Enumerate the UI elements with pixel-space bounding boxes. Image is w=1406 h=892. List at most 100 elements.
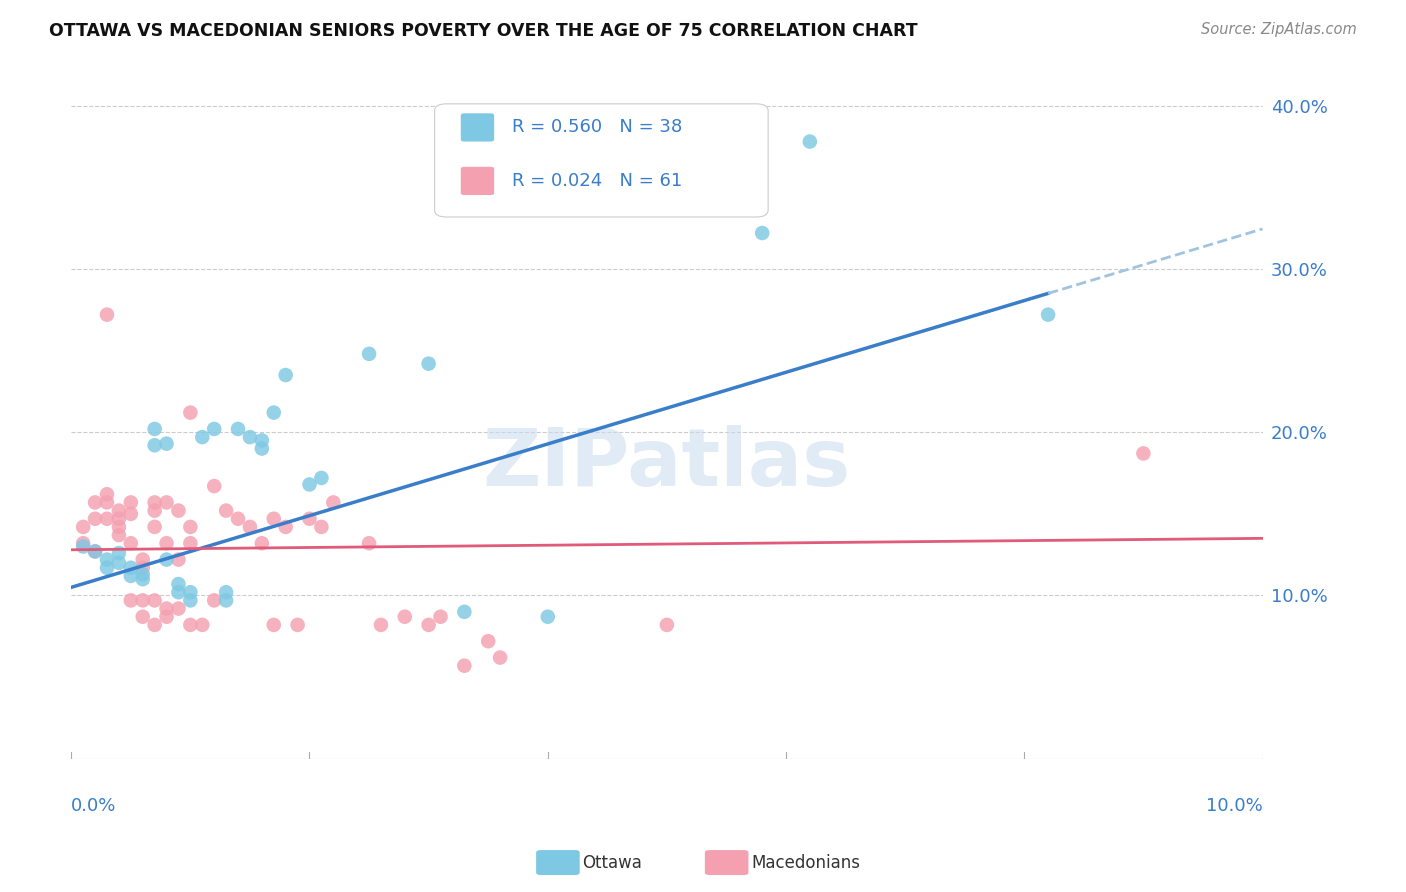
Text: R = 0.560   N = 38: R = 0.560 N = 38 xyxy=(512,118,682,136)
Point xyxy=(96,512,118,526)
Point xyxy=(263,618,285,632)
Point xyxy=(96,495,118,509)
Point xyxy=(179,593,201,607)
Point xyxy=(239,430,262,444)
Point xyxy=(120,593,142,607)
Text: 0.0%: 0.0% xyxy=(72,797,117,814)
Point xyxy=(143,438,166,452)
Point xyxy=(202,593,225,607)
Point xyxy=(167,577,190,591)
Point xyxy=(143,422,166,436)
Point xyxy=(191,430,214,444)
Point xyxy=(108,556,131,570)
FancyBboxPatch shape xyxy=(461,167,494,195)
Point xyxy=(1132,446,1154,460)
Point xyxy=(96,560,118,574)
Point xyxy=(155,552,177,566)
Point xyxy=(84,495,107,509)
Point xyxy=(108,528,131,542)
Point xyxy=(155,436,177,450)
Point xyxy=(132,567,155,582)
Point xyxy=(72,520,94,534)
Point xyxy=(1036,308,1059,322)
Point xyxy=(202,479,225,493)
Point xyxy=(418,618,440,632)
Point xyxy=(167,585,190,599)
Point xyxy=(453,605,475,619)
Text: OTTAWA VS MACEDONIAN SENIORS POVERTY OVER THE AGE OF 75 CORRELATION CHART: OTTAWA VS MACEDONIAN SENIORS POVERTY OVE… xyxy=(49,22,918,40)
Text: Ottawa: Ottawa xyxy=(582,854,643,871)
Point xyxy=(179,536,201,550)
Point xyxy=(298,477,321,491)
Point xyxy=(215,585,238,599)
Point xyxy=(239,520,262,534)
Point xyxy=(202,422,225,436)
Text: Macedonians: Macedonians xyxy=(751,854,860,871)
Point xyxy=(215,503,238,517)
Point xyxy=(179,618,201,632)
Point xyxy=(155,536,177,550)
Point xyxy=(263,406,285,420)
Point xyxy=(274,520,297,534)
Point xyxy=(394,609,416,624)
Point xyxy=(311,520,333,534)
Text: R = 0.024   N = 61: R = 0.024 N = 61 xyxy=(512,171,682,190)
Point xyxy=(655,618,678,632)
Point xyxy=(120,560,142,574)
Point xyxy=(179,585,201,599)
Point xyxy=(143,593,166,607)
Point xyxy=(84,544,107,558)
Point xyxy=(311,471,333,485)
Point xyxy=(108,503,131,517)
Point xyxy=(191,618,214,632)
Point xyxy=(96,487,118,501)
FancyBboxPatch shape xyxy=(434,103,768,217)
Point xyxy=(167,552,190,566)
Point xyxy=(489,650,512,665)
Point xyxy=(108,520,131,534)
Point xyxy=(357,347,380,361)
Point xyxy=(108,546,131,560)
Point xyxy=(167,503,190,517)
Point xyxy=(84,544,107,558)
Point xyxy=(72,536,94,550)
Point xyxy=(120,569,142,583)
Point xyxy=(250,536,273,550)
Point xyxy=(96,308,118,322)
Point xyxy=(357,536,380,550)
Text: 10.0%: 10.0% xyxy=(1206,797,1263,814)
Point xyxy=(132,609,155,624)
Point xyxy=(155,495,177,509)
Point xyxy=(120,536,142,550)
Point xyxy=(179,520,201,534)
FancyBboxPatch shape xyxy=(461,113,494,142)
Point xyxy=(84,512,107,526)
Point xyxy=(155,601,177,615)
Point xyxy=(429,609,451,624)
Point xyxy=(453,658,475,673)
Point xyxy=(477,634,499,648)
Point xyxy=(155,609,177,624)
Point xyxy=(167,601,190,615)
Point xyxy=(716,145,738,159)
Point xyxy=(215,593,238,607)
Point xyxy=(120,507,142,521)
Point xyxy=(751,226,773,240)
Point xyxy=(96,552,118,566)
Point xyxy=(287,618,309,632)
Point xyxy=(274,368,297,382)
Point xyxy=(418,357,440,371)
Point xyxy=(179,406,201,420)
Point xyxy=(120,495,142,509)
Point xyxy=(132,560,155,574)
Point xyxy=(226,422,249,436)
Point xyxy=(370,618,392,632)
Text: Source: ZipAtlas.com: Source: ZipAtlas.com xyxy=(1201,22,1357,37)
Point xyxy=(132,593,155,607)
Point xyxy=(226,512,249,526)
Point xyxy=(322,495,344,509)
Point xyxy=(108,512,131,526)
Point xyxy=(537,609,560,624)
Point xyxy=(250,442,273,456)
Point xyxy=(132,552,155,566)
